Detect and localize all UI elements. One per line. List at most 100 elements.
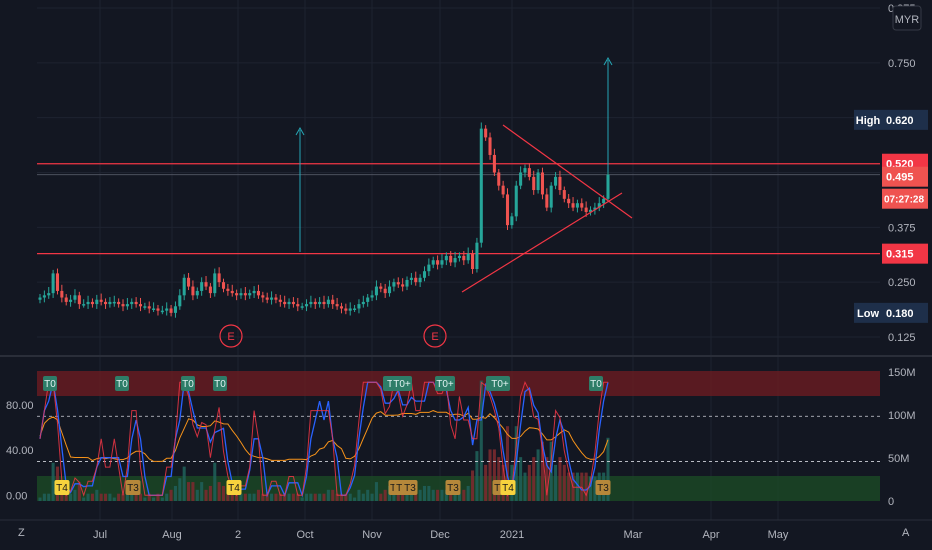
grid-lines: [37, 0, 880, 520]
volume-bar: [558, 457, 562, 501]
candle: [112, 295, 116, 307]
volume-bar: [436, 489, 440, 501]
volume-bar: [418, 489, 422, 501]
top-signal-bg: [435, 376, 455, 391]
volume-bar: [374, 482, 378, 501]
arrow-up-icon: [603, 56, 613, 66]
candle-body: [143, 306, 147, 308]
candle-body: [444, 255, 448, 261]
volume-bar: [112, 497, 116, 501]
candle-body: [357, 304, 361, 309]
volume-bar: [532, 457, 536, 501]
time-axis[interactable]: Jul Aug 2 Oct Nov Dec 2021 Mar Apr May: [93, 529, 789, 541]
candle: [278, 294, 282, 307]
top-signal-bg: [213, 376, 227, 391]
candle-body: [492, 154, 496, 173]
top-signal-label: T0: [116, 379, 128, 390]
currency-badge[interactable]: MYR: [892, 5, 922, 31]
earnings-label: E: [227, 331, 234, 343]
candle-body: [353, 308, 357, 310]
candle: [388, 280, 392, 297]
bottom-signal-bg: [125, 480, 141, 495]
candle: [204, 276, 208, 291]
top-signal-label: T0: [214, 379, 226, 390]
volume-bar: [357, 489, 361, 501]
candle-body: [584, 207, 588, 212]
candle-body: [169, 308, 173, 313]
oscillator-tick-label: 0.00: [6, 490, 27, 502]
currency-label: MYR: [895, 14, 920, 26]
volume-bar: [243, 493, 247, 501]
timezone-icon[interactable]: Z: [18, 527, 25, 539]
bottom-signal-label: T4: [228, 483, 240, 494]
candle-body: [182, 277, 186, 296]
candle: [322, 295, 326, 309]
volume-bar: [422, 485, 427, 501]
price-tick-label: 0.375: [888, 222, 916, 234]
candle: [200, 277, 204, 296]
top-signal-label: T0: [44, 379, 56, 390]
candle-body: [230, 290, 234, 294]
volume-bar: [322, 493, 326, 501]
candle-body: [427, 264, 431, 272]
volume-bar: [121, 493, 125, 501]
top-signal-tag: T0: [181, 376, 195, 391]
candle-body: [112, 301, 116, 304]
volume-bar: [318, 493, 322, 501]
candle: [418, 274, 422, 287]
candle: [90, 298, 94, 308]
candle-body: [252, 290, 256, 294]
candle: [514, 180, 518, 222]
volume-bar: [287, 493, 291, 501]
candle-body: [173, 306, 177, 313]
candle: [606, 169, 610, 203]
candle-body: [514, 185, 518, 217]
candle-body: [95, 299, 99, 305]
candle: [348, 302, 352, 316]
earnings-marker[interactable]: E: [219, 324, 243, 348]
candle: [571, 197, 575, 212]
oscillator-axis: 80.00 40.00 0.00: [6, 400, 34, 502]
candle: [405, 276, 409, 291]
volume-bar: [427, 485, 431, 501]
candle: [475, 237, 479, 273]
bottom-signal-tag: T4: [500, 480, 516, 495]
candle: [479, 122, 483, 248]
candle-body: [361, 301, 365, 305]
bottom-signal-tag: T3: [125, 480, 141, 495]
volume-bar: [309, 493, 313, 501]
candle: [86, 295, 90, 309]
volume-bar: [593, 476, 597, 501]
volume-bar: [221, 485, 226, 501]
candle-body: [523, 168, 527, 173]
volume-bar: [152, 497, 156, 501]
candle: [300, 302, 304, 310]
candle: [95, 294, 99, 309]
top-signal-bg: [43, 376, 57, 391]
candle: [554, 172, 558, 190]
candle-body: [532, 176, 536, 191]
candle-body: [204, 282, 208, 287]
oscillator-orange-line: [39, 410, 609, 462]
candle-body: [471, 253, 475, 270]
candle-body: [104, 301, 108, 305]
candle: [165, 302, 169, 316]
candle-body: [418, 277, 422, 283]
earnings-marker[interactable]: E: [423, 324, 447, 348]
volume-bar: [440, 489, 444, 501]
volume-bar: [335, 493, 339, 501]
candle-body: [217, 273, 221, 283]
volume-bar: [396, 493, 400, 501]
candle-body: [462, 255, 466, 261]
auto-scale-icon[interactable]: A: [902, 527, 910, 539]
volume-bar: [51, 462, 55, 501]
candle-body: [457, 255, 461, 259]
volume-bar: [182, 466, 186, 501]
candle-body: [191, 286, 195, 296]
volume-bar: [265, 493, 269, 501]
candle: [532, 170, 536, 195]
